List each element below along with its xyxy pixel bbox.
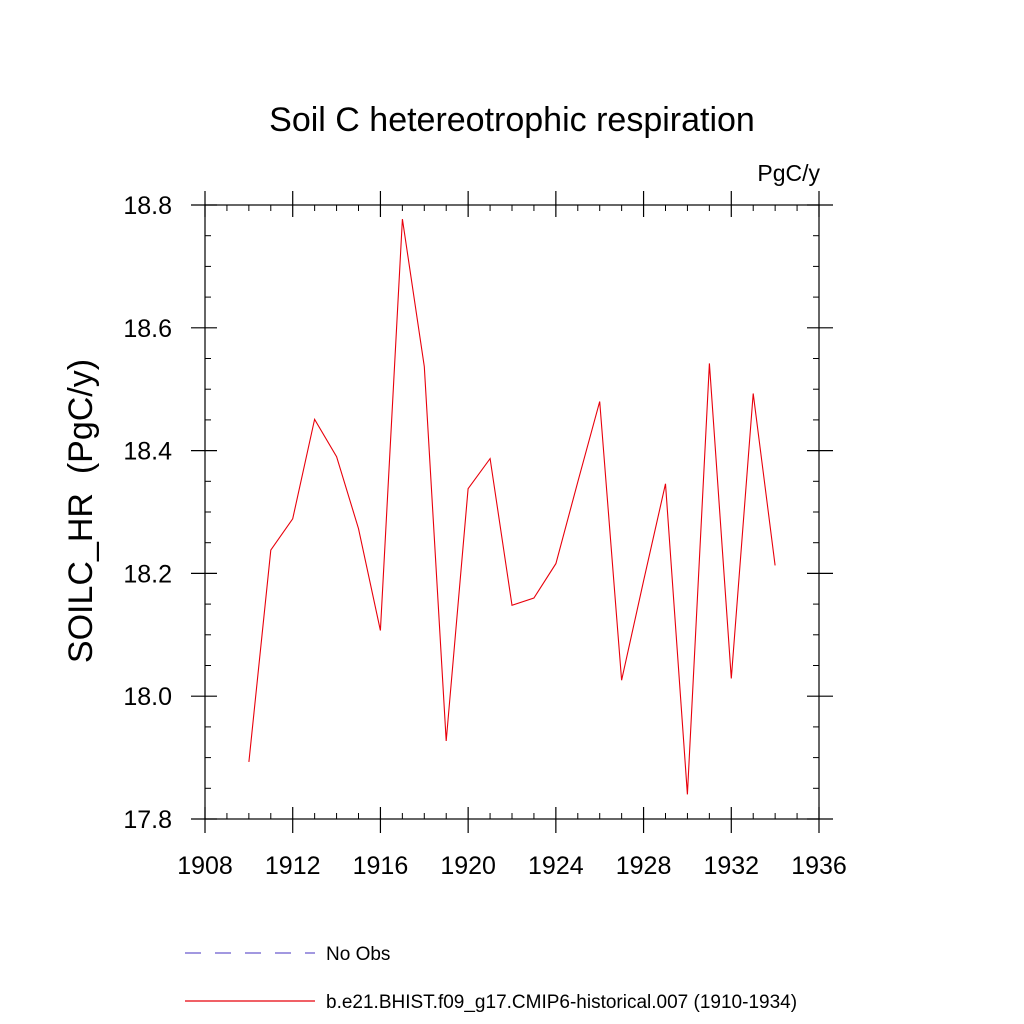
series-line — [248, 219, 776, 795]
y-tick-labels: 17.8 18.0 18.2 18.4 18.6 18.8 — [123, 192, 172, 834]
legend-label-model: b.e21.BHIST.f09_g17.CMIP6-historical.007… — [326, 992, 797, 1013]
y-tick-label: 17.8 — [123, 806, 172, 834]
y-tick-label: 18.8 — [123, 192, 172, 220]
y-tick-label: 18.2 — [123, 560, 172, 588]
x-tick-label: 1932 — [703, 852, 759, 880]
series-lines — [248, 219, 776, 795]
legend-label-no-obs: No Obs — [326, 944, 390, 965]
y-tick-label: 18.6 — [123, 315, 172, 343]
chart-title: Soil C hetereotrophic respiration — [269, 101, 755, 139]
y-axis-label: SOILC_HR (PgC/y) — [62, 359, 100, 663]
plot-frame — [204, 204, 820, 820]
y-tick-label: 18.0 — [123, 683, 172, 711]
units-label: PgC/y — [757, 160, 820, 186]
minor-ticks — [205, 205, 819, 819]
x-tick-labels: 1908 1912 1916 1920 1924 1928 1932 1936 — [177, 852, 847, 880]
x-tick-label: 1916 — [353, 852, 409, 880]
x-tick-label: 1908 — [177, 852, 233, 880]
x-tick-label: 1920 — [440, 852, 496, 880]
x-tick-label: 1912 — [265, 852, 321, 880]
x-tick-label: 1936 — [791, 852, 847, 880]
legend: No Obs b.e21.BHIST.f09_g17.CMIP6-histori… — [185, 944, 797, 1013]
x-tick-label: 1928 — [616, 852, 672, 880]
major-ticks — [191, 191, 833, 833]
x-tick-label: 1924 — [528, 852, 584, 880]
y-tick-label: 18.4 — [123, 438, 172, 466]
